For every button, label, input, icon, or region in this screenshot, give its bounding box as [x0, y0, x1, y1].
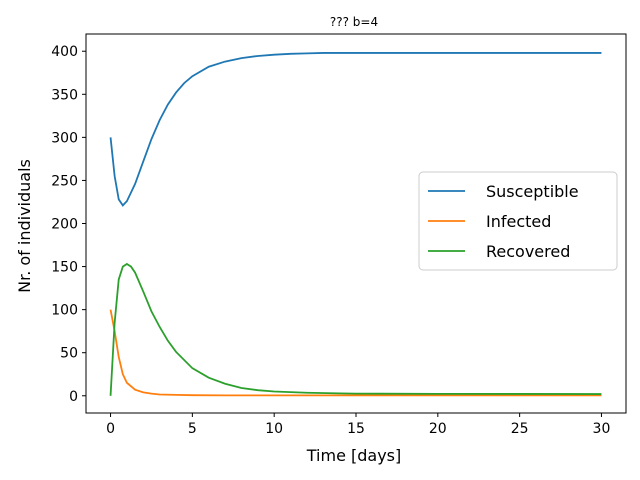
chart-title: ??? b=4 [330, 15, 378, 29]
x-axis-ticks: 0 5 10 15 20 25 30 [106, 413, 610, 437]
y-tick-label: 300 [51, 130, 78, 146]
x-tick-label: 5 [188, 421, 197, 437]
x-tick-label: 0 [106, 421, 115, 437]
y-tick-label: 350 [51, 87, 78, 103]
legend-label-infected: Infected [486, 212, 551, 231]
y-tick-label: 250 [51, 173, 78, 189]
legend-box [418, 171, 618, 271]
y-axis-ticks: 0 50 100 150 200 250 300 350 400 [51, 44, 86, 405]
x-tick-label: 10 [265, 421, 283, 437]
legend: Susceptible Infected Recovered [418, 171, 618, 271]
series-line-recovered [109, 262, 602, 396]
x-tick-label: 15 [347, 421, 365, 437]
x-tick-label: 30 [593, 421, 611, 437]
x-tick-label: 25 [511, 421, 529, 437]
legend-label-recovered: Recovered [486, 242, 570, 261]
y-tick-label: 400 [51, 44, 78, 60]
x-axis-label: Time [days] [306, 446, 402, 465]
y-tick-label: 150 [51, 260, 78, 276]
y-axis-label: Nr. of individuals [15, 159, 34, 293]
series-line-infected [109, 309, 602, 397]
series-line-susceptible [109, 52, 602, 207]
y-tick-label: 100 [51, 303, 78, 319]
y-tick-label: 0 [69, 389, 78, 405]
plot-frame [85, 33, 627, 414]
y-tick-label: 50 [60, 346, 78, 362]
plot-lines [109, 52, 602, 397]
y-tick-label: 200 [51, 217, 78, 233]
x-tick-label: 20 [429, 421, 447, 437]
legend-label-susceptible: Susceptible [486, 182, 579, 201]
